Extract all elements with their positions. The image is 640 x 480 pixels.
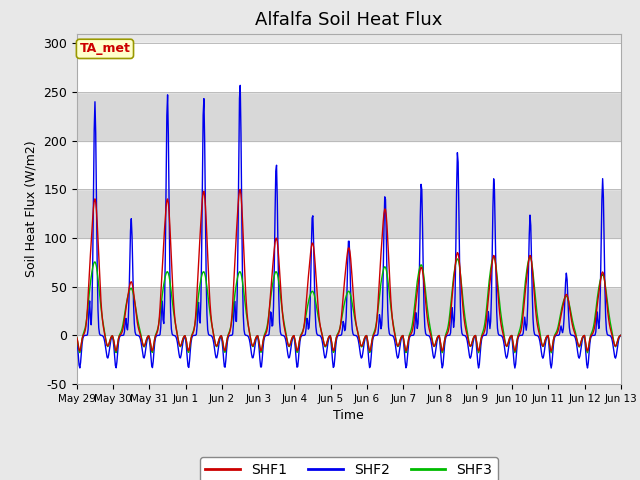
Title: Alfalfa Soil Heat Flux: Alfalfa Soil Heat Flux: [255, 11, 442, 29]
SHF3: [83, 316, 90, 322]
SHF1: [416, 271, 424, 276]
Text: TA_met: TA_met: [79, 42, 131, 55]
SHF3: [547, 350, 555, 356]
SHF2: [223, 347, 230, 353]
SHF1: [547, 348, 555, 354]
Legend: SHF1, SHF2, SHF3: SHF1, SHF2, SHF3: [200, 457, 498, 480]
SHF2: [617, 333, 625, 338]
X-axis label: Time: Time: [333, 409, 364, 422]
Y-axis label: Soil Heat Flux (W/m2): Soil Heat Flux (W/m2): [25, 141, 38, 277]
SHF2: [416, 261, 424, 266]
SHF3: [223, 340, 230, 346]
Line: SHF3: SHF3: [77, 257, 621, 353]
SHF1: [617, 333, 625, 338]
SHF3: [73, 335, 81, 341]
SHF2: [236, 83, 244, 88]
Bar: [77, 43, 621, 92]
Bar: [77, 189, 621, 238]
SHF2: [73, 337, 81, 343]
SHF2: [83, 333, 90, 338]
Bar: [77, 238, 621, 287]
SHF3: [139, 341, 147, 347]
SHF1: [73, 335, 81, 340]
Bar: [77, 336, 621, 384]
SHF2: [139, 350, 147, 356]
SHF3: [490, 254, 497, 260]
SHF2: [194, 302, 202, 308]
Bar: [77, 141, 621, 189]
SHF1: [431, 341, 439, 347]
SHF1: [139, 341, 147, 347]
SHF3: [617, 333, 625, 338]
Line: SHF1: SHF1: [77, 190, 621, 351]
Bar: [77, 287, 621, 336]
SHF2: [431, 349, 439, 355]
SHF3: [194, 298, 202, 303]
SHF3: [415, 269, 422, 275]
SHF1: [83, 317, 90, 323]
SHF2: [547, 365, 555, 371]
SHF3: [431, 343, 438, 349]
SHF1: [236, 187, 244, 192]
Bar: [77, 92, 621, 141]
SHF1: [223, 339, 230, 345]
SHF1: [194, 273, 202, 278]
Line: SHF2: SHF2: [77, 85, 621, 368]
